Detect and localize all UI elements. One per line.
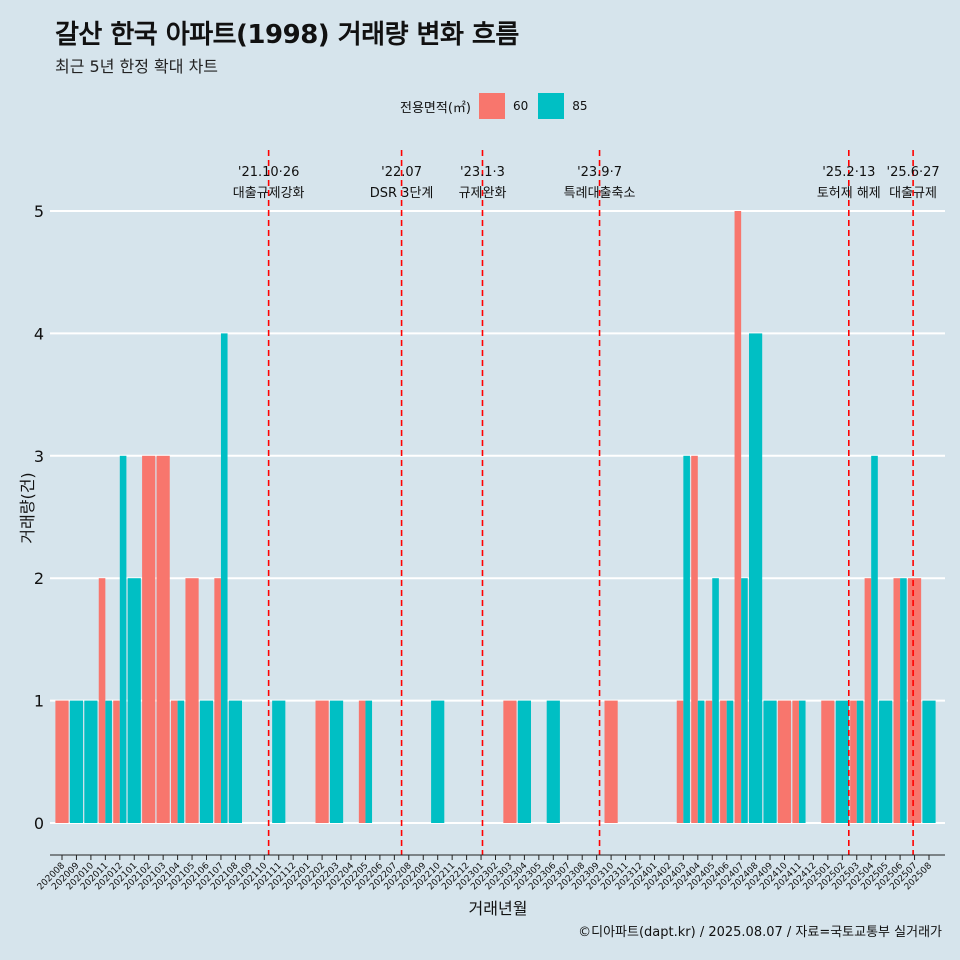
legend-key-60 (478, 93, 505, 119)
chart-title: 갈산 한국 아파트(1998) 거래량 변화 흐름 (55, 20, 519, 50)
bar-85-202104 (177, 700, 185, 823)
bar-85-202506 (900, 578, 907, 823)
event-label-1: DSR 3단계 (370, 186, 434, 201)
bar-60-202507 (907, 578, 922, 823)
event-date-3: '23.9·7 (577, 165, 622, 180)
legend-key-85 (538, 93, 565, 119)
bar-60-202205 (358, 700, 366, 823)
y-tick-label-3: 3 (34, 447, 44, 466)
event-label-3: 특례대출축소 (564, 186, 636, 201)
bar-60-202303 (503, 700, 517, 823)
bar-60-202501 (821, 700, 835, 823)
bar-85-202408 (749, 333, 763, 823)
bar-60-202404 (691, 455, 698, 823)
bar-60-202403 (676, 700, 684, 823)
bar-60-202103 (156, 455, 170, 823)
bar-85-202106 (199, 700, 214, 823)
bar-60-202202 (315, 700, 329, 823)
source-caption: ©디아파트(dapt.kr) / 2025.08.07 / 자료=국토교통부 실… (578, 925, 942, 940)
x-axis-title: 거래년월 (469, 899, 528, 918)
bar-85-202406 (726, 700, 734, 823)
chart-subtitle: 최근 5년 한정 확대 차트 (55, 57, 219, 76)
y-tick-label-0: 0 (34, 814, 44, 833)
bar-85-202108 (228, 700, 242, 823)
bar-60-202105 (185, 578, 199, 823)
bar-60-202410 (777, 700, 792, 823)
bar-60-202008 (55, 700, 69, 823)
event-date-2: '23.1·3 (460, 165, 505, 180)
bar-60-202405 (705, 700, 713, 823)
legend-label-60: 60 (512, 99, 529, 113)
event-date-1: '22.07 (381, 165, 422, 180)
bar-85-202210 (431, 700, 445, 823)
bar-85-202107 (220, 333, 228, 823)
legend-title: 전용면적(㎡) (400, 100, 471, 116)
bar-85-202409 (763, 700, 777, 823)
bar-60-202310 (604, 700, 618, 823)
bar-85-202405 (712, 578, 719, 823)
bar-60-202506 (893, 578, 901, 823)
bar-85-202306 (546, 700, 560, 823)
bar-60-202504 (864, 578, 872, 823)
bar-85-202403 (683, 455, 690, 823)
y-tick-label-1: 1 (34, 692, 44, 711)
event-label-0: 대출규제강화 (233, 186, 305, 201)
bar-85-202111 (272, 700, 286, 823)
event-date-0: '21.10·26 (238, 165, 299, 180)
bar-85-202203 (329, 700, 344, 823)
bar-85-202010 (84, 700, 98, 823)
event-label-4: 토허제 해제 (817, 186, 881, 201)
y-axis-title: 거래량(건) (18, 472, 37, 543)
bar-60-202102 (142, 455, 156, 823)
event-date-5: '25.6·27 (887, 165, 940, 180)
y-tick-label-2: 2 (34, 569, 44, 588)
bar-85-202205 (365, 700, 373, 823)
y-tick-label-5: 5 (34, 202, 44, 221)
y-tick-label-4: 4 (34, 324, 44, 343)
bar-85-202503 (856, 700, 864, 823)
bar-85-202304 (517, 700, 531, 823)
event-date-4: '25.2·13 (822, 165, 875, 180)
legend-label-85: 85 (572, 99, 588, 113)
bar-60-202011 (98, 578, 106, 823)
bar-60-202107 (214, 578, 221, 823)
bar-60-202406 (720, 700, 727, 823)
bar-60-202407 (734, 211, 742, 823)
bar-85-202508 (922, 700, 936, 823)
bar-60-202503 (850, 700, 857, 823)
bar-60-202012 (113, 700, 120, 823)
bar-85-202407 (741, 578, 748, 823)
bar-60-202411 (792, 700, 799, 823)
bar-85-202009 (69, 700, 84, 823)
bar-85-202101 (127, 578, 141, 823)
bar-85-202505 (879, 700, 893, 823)
bar-60-202104 (171, 700, 178, 823)
bar-85-202504 (871, 455, 878, 823)
bar-85-202011 (105, 700, 112, 823)
bar-85-202411 (798, 700, 806, 823)
event-label-2: 규제완화 (459, 186, 507, 201)
bar-85-202012 (119, 455, 127, 823)
legend: 전용면적(㎡) 60 85 (400, 93, 598, 119)
bar-85-202502 (835, 700, 849, 823)
event-label-5: 대출규제 (889, 186, 937, 201)
bar-85-202404 (697, 700, 705, 823)
